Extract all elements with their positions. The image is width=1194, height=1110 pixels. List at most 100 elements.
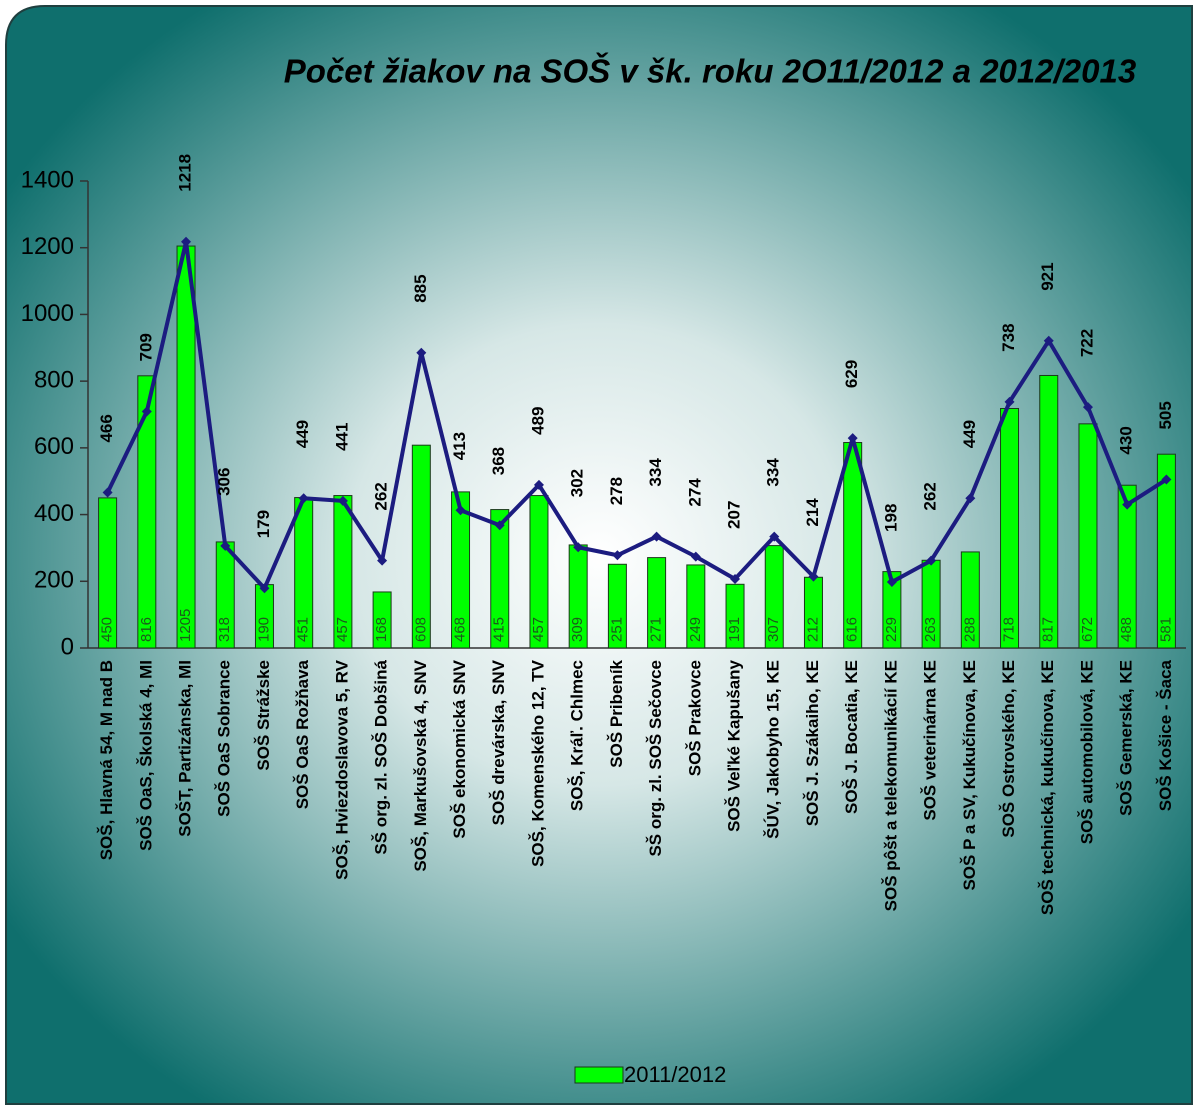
bar-value-label: 191 <box>726 617 743 642</box>
line-marker <box>808 571 819 582</box>
line-marker <box>298 493 309 504</box>
bar <box>686 564 706 649</box>
line-value-label: 262 <box>921 482 940 510</box>
line-marker <box>886 576 897 587</box>
bar-value-label: 457 <box>530 617 547 642</box>
line-marker <box>1122 499 1133 510</box>
bar-value-label: 718 <box>1001 617 1018 642</box>
bar <box>1117 484 1137 649</box>
x-tick-label: SOŠ drevárska, SNV <box>489 659 508 825</box>
line-marker <box>102 487 113 498</box>
bar-value-label: 672 <box>1079 617 1096 642</box>
x-tick-label: SOŠ Strážske <box>254 660 273 771</box>
bar <box>98 497 118 649</box>
line-value-label: 709 <box>136 333 155 361</box>
line-marker <box>651 531 662 542</box>
line-marker <box>1043 335 1054 346</box>
line-value-label: 629 <box>842 360 861 388</box>
line-marker <box>612 550 623 561</box>
bar-value-label: 1205 <box>177 609 194 642</box>
line-value-label: 302 <box>568 469 587 497</box>
line-value-label: 885 <box>411 274 430 302</box>
x-tick-label: SOŠ, Markušovská 4, SNV <box>411 659 430 871</box>
bar-value-label: 318 <box>216 617 233 642</box>
line-value-label: 334 <box>764 458 783 487</box>
bar-value-label: 488 <box>1118 617 1135 642</box>
x-tick-label: SOŠ OaS, Školská 4, MI <box>136 660 155 851</box>
y-tick-label: 800 <box>34 366 74 393</box>
bar-value-label: 816 <box>138 617 155 642</box>
chart-title: Počet žiakov na SOŠ v šk. roku 2O11/2012… <box>284 52 1136 90</box>
line-marker <box>377 555 388 566</box>
line-marker <box>1082 402 1093 413</box>
line-marker <box>1004 396 1015 407</box>
x-tick-label: SOŠ, Hviezdoslavova 5, RV <box>332 659 351 879</box>
line-value-label: 921 <box>1038 262 1057 290</box>
line-value-label: 334 <box>646 458 665 487</box>
x-tick-label: SOŠ J. Bocatia, KE <box>842 660 861 814</box>
bar <box>490 509 510 649</box>
line-marker <box>965 493 976 504</box>
x-tick-label: SOŠ Pribeník <box>607 659 626 767</box>
bar-value-label: 309 <box>569 617 586 642</box>
line-value-label: 214 <box>803 498 822 527</box>
line-marker <box>141 406 152 417</box>
y-tick-label: 1000 <box>21 300 74 327</box>
bar <box>647 557 667 649</box>
line-marker <box>416 347 427 358</box>
line-value-label: 198 <box>881 504 900 532</box>
bar-value-label: 251 <box>608 617 625 642</box>
line-marker <box>220 540 231 551</box>
line-value-label: 1218 <box>176 154 195 192</box>
line-marker <box>259 583 270 594</box>
bar <box>1156 453 1176 649</box>
bar <box>137 375 157 649</box>
background <box>5 5 1193 1105</box>
y-tick-label: 1400 <box>21 166 74 193</box>
bar-value-label: 581 <box>1157 617 1174 642</box>
line-marker <box>181 236 192 247</box>
bar-value-label: 190 <box>255 617 272 642</box>
line-value-label: 278 <box>607 477 626 505</box>
bar <box>333 495 353 649</box>
y-tick-label: 600 <box>34 433 74 460</box>
line-marker <box>847 433 858 444</box>
y-tick-label: 400 <box>34 500 74 527</box>
x-tick-label: SŠ org. zl. SOŠ Sečovce <box>646 660 665 857</box>
x-tick-label: SOŠ Gemerská, KE <box>1117 660 1136 816</box>
bar-value-label: 616 <box>844 617 861 642</box>
x-tick-label: SOŠ ekonomická SNV <box>450 659 469 838</box>
bar-value-label: 415 <box>491 617 508 642</box>
bar <box>960 551 980 649</box>
x-tick-label: SOŠ, Komenského 12, TV <box>528 659 547 867</box>
x-tick-label: SOŠ, Hlavná 54, M nad B <box>97 660 116 860</box>
line-value-label: 449 <box>293 420 312 448</box>
line-value-label: 207 <box>725 501 744 529</box>
x-tick-label: SOŠ automobilová, KE <box>1077 660 1096 844</box>
bar-value-label: 229 <box>883 617 900 642</box>
bar <box>1078 423 1098 649</box>
line-value-label: 466 <box>97 414 116 442</box>
x-tick-label: SOŠ pôšt a telekomunikácií KE <box>881 660 900 911</box>
bar-value-label: 457 <box>334 617 351 642</box>
x-tick-label: SOŠ Košice - Šaca <box>1156 659 1175 811</box>
line-marker <box>926 555 937 566</box>
bar-value-label: 307 <box>765 617 782 642</box>
y-tick-label: 0 <box>61 633 74 660</box>
x-tick-label: SOŠ, Kráľ. Chlmec <box>568 660 587 811</box>
x-tick-label: SOŠT, Partizánska, MI <box>176 660 195 837</box>
x-tick-label: SOŠ P a SV, Kukučínova, KE <box>960 660 979 891</box>
bar <box>607 563 627 649</box>
bar-value-label: 451 <box>295 617 312 642</box>
line-value-label: 306 <box>215 468 234 496</box>
bar <box>529 495 549 649</box>
line-marker <box>494 520 505 531</box>
bar-value-label: 817 <box>1040 617 1057 642</box>
line-value-label: 368 <box>489 447 508 475</box>
line-value-label: 722 <box>1077 329 1096 357</box>
line-marker <box>337 495 348 506</box>
x-tick-label: SOŠ Prakovce <box>685 660 704 776</box>
bar-value-label: 468 <box>452 617 469 642</box>
line-marker <box>769 531 780 542</box>
